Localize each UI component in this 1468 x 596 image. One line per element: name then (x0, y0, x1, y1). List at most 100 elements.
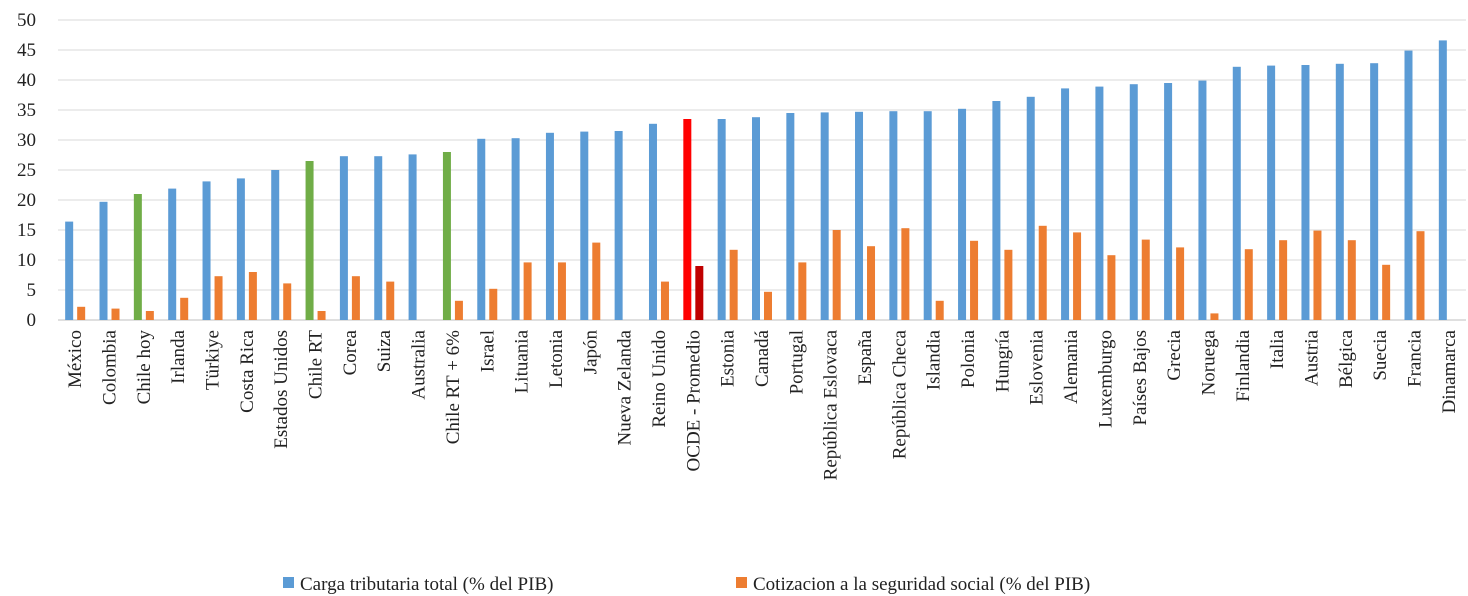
legend-swatch-social (736, 577, 747, 588)
bar-social-12 (489, 288, 498, 320)
bar-social-28 (1038, 225, 1047, 320)
category-label: Islandia (924, 329, 945, 390)
bar-social-18 (695, 266, 704, 320)
bar-social-20 (764, 291, 772, 320)
category-label: Portugal (786, 330, 807, 394)
y-tick-label: 50 (17, 10, 36, 31)
bar-total-34 (1232, 66, 1241, 320)
category-label: Lituania (512, 329, 533, 393)
bar-total-35 (1267, 65, 1276, 320)
bar-total-14 (545, 132, 554, 320)
bar-social-26 (970, 240, 979, 320)
bar-total-2 (133, 194, 142, 320)
bar-social-22 (832, 230, 841, 320)
bar-social-27 (1004, 249, 1013, 320)
category-label: Eslovenia (1027, 329, 1048, 404)
category-label: Luxemburgo (1095, 330, 1116, 428)
bar-social-19 (729, 249, 738, 320)
category-label: Chile hoy (134, 330, 155, 405)
bar-social-31 (1141, 239, 1150, 320)
category-label: Bélgica (1336, 329, 1357, 388)
bar-social-8 (351, 276, 360, 320)
category-label: Noruega (1198, 329, 1219, 395)
bar-social-17 (660, 281, 669, 320)
bar-social-29 (1073, 232, 1082, 320)
bar-total-29 (1061, 88, 1070, 321)
legend-label-total: Carga tributaria total (% del PIB) (300, 574, 553, 595)
bar-social-25 (935, 300, 944, 320)
category-label: Alemania (1061, 329, 1082, 403)
bar-total-8 (339, 156, 348, 320)
category-label: Estonia (718, 329, 739, 387)
bar-social-9 (386, 281, 395, 320)
bar-total-3 (168, 188, 177, 320)
bar-social-5 (248, 272, 257, 320)
category-label: Italia (1267, 329, 1288, 369)
category-label: República Eslovaca (821, 329, 842, 480)
category-label: México (65, 330, 86, 388)
bar-total-10 (408, 154, 417, 320)
category-label: Finlandia (1233, 329, 1254, 401)
y-tick-label: 25 (17, 160, 36, 181)
bar-social-6 (283, 283, 292, 320)
legend-swatch-total (283, 577, 294, 588)
bar-total-40 (1438, 40, 1447, 321)
category-label: Canadá (752, 329, 773, 387)
bar-total-28 (1026, 96, 1035, 320)
category-label: Colombia (100, 329, 121, 405)
bar-social-30 (1107, 255, 1116, 320)
category-label: Costa Rica (237, 329, 258, 412)
bar-total-11 (442, 152, 451, 320)
bar-social-36 (1313, 230, 1322, 320)
bar-total-19 (717, 119, 726, 320)
bar-total-23 (855, 111, 864, 320)
category-label: Suiza (374, 329, 395, 372)
bar-total-1 (99, 201, 108, 320)
y-tick-label: 0 (27, 310, 37, 331)
category-labels: México Colombia Chile hoy Irlanda Türkiye Cos… (65, 329, 1460, 480)
bar-social-0 (77, 306, 86, 320)
y-tick-label: 10 (17, 250, 36, 271)
bar-social-34 (1244, 249, 1253, 320)
y-tick-label: 5 (27, 280, 37, 301)
bar-total-36 (1301, 65, 1310, 320)
category-label: Hungría (992, 329, 1013, 392)
y-tick-label: 45 (17, 40, 36, 61)
category-label: Estados Unidos (271, 330, 292, 449)
category-label: Grecia (1164, 329, 1185, 380)
bar-total-6 (271, 170, 280, 320)
bar-social-21 (798, 262, 807, 320)
bar-social-14 (557, 262, 566, 320)
bar-total-33 (1198, 80, 1207, 320)
bar-total-18 (683, 119, 692, 320)
y-axis-ticks: 0 5 10 15 20 25 30 35 40 45 50 (17, 10, 36, 331)
bar-total-16 (614, 131, 623, 320)
bar-social-4 (214, 276, 223, 320)
category-label: Países Bajos (1130, 330, 1151, 426)
category-label: Letonia (546, 329, 567, 388)
bar-total-4 (202, 181, 211, 320)
bar-social-33 (1210, 313, 1219, 320)
bar-total-26 (958, 108, 967, 320)
y-tick-label: 40 (17, 70, 36, 91)
bar-social-2 (145, 311, 154, 320)
bar-total-24 (889, 111, 898, 320)
bar-social-24 (901, 228, 910, 320)
y-tick-label: 20 (17, 190, 36, 211)
bar-total-39 (1404, 50, 1413, 320)
bar-total-13 (511, 138, 520, 320)
bar-social-23 (867, 246, 876, 320)
bar-total-7 (305, 161, 314, 320)
category-label: España (855, 329, 876, 384)
bar-total-27 (992, 101, 1001, 320)
category-label: Polonia (958, 329, 979, 388)
category-label: Chile RT (306, 330, 327, 399)
bar-total-9 (374, 156, 383, 320)
bar-social-15 (592, 242, 601, 320)
bar-social-37 (1347, 240, 1356, 320)
legend-label-social: Cotizacion a la seguridad social (% del … (753, 574, 1090, 595)
bar-total-38 (1370, 63, 1379, 320)
category-label: Türkiye (203, 330, 224, 390)
bar-total-21 (786, 113, 795, 320)
